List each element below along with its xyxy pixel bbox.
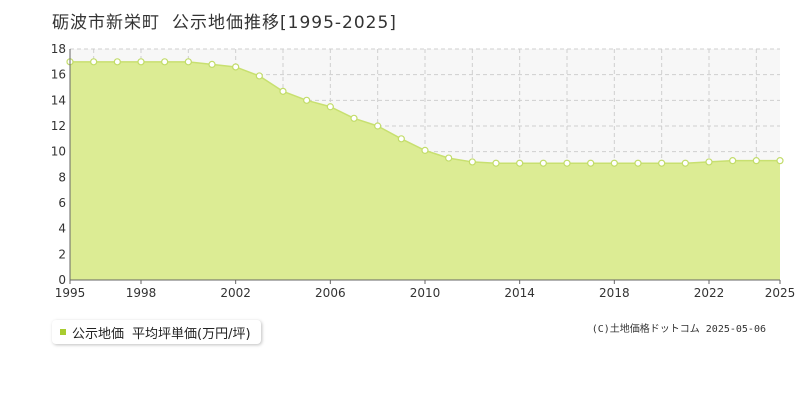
y-tick-label: 18 xyxy=(51,42,66,56)
chart-title: 砺波市新栄町 公示地価推移[1995-2025] xyxy=(52,8,397,33)
y-tick-label: 2 xyxy=(58,247,66,261)
x-tick-label: 2006 xyxy=(315,286,346,300)
legend-swatch xyxy=(60,329,66,335)
data-point xyxy=(232,63,240,71)
data-point xyxy=(468,158,476,166)
data-point xyxy=(610,159,618,167)
data-point xyxy=(634,159,642,167)
data-point xyxy=(752,157,760,165)
y-tick-label: 12 xyxy=(51,119,66,133)
data-point xyxy=(255,72,263,80)
data-point xyxy=(729,157,737,165)
data-point xyxy=(208,60,216,69)
series-area xyxy=(70,61,780,281)
y-tick-label: 10 xyxy=(51,145,66,159)
y-tick-label: 16 xyxy=(51,68,66,82)
data-point xyxy=(563,159,571,167)
data-point xyxy=(681,159,689,167)
y-tick-label: 6 xyxy=(58,196,66,210)
data-point xyxy=(350,114,358,122)
y-tick-label: 14 xyxy=(51,93,66,107)
data-point xyxy=(161,58,169,66)
data-point xyxy=(374,122,382,130)
data-point xyxy=(113,58,121,66)
data-point xyxy=(658,159,666,167)
legend-series-label: 公示地価 xyxy=(72,326,125,342)
x-tick-label: 2014 xyxy=(504,286,535,300)
x-tick-label: 2025 xyxy=(765,286,796,300)
data-point xyxy=(90,58,98,66)
y-tick-label: 0 xyxy=(58,273,66,287)
x-tick-label: 1995 xyxy=(55,286,86,300)
data-point xyxy=(303,96,311,104)
title-location: 砺波市新栄町 xyxy=(52,13,160,33)
x-tick-label: 2002 xyxy=(220,286,251,300)
x-tick-label: 2010 xyxy=(410,286,441,300)
y-tick-label: 4 xyxy=(58,222,66,236)
data-point xyxy=(421,146,429,154)
data-point xyxy=(445,154,453,162)
data-point xyxy=(705,158,713,166)
data-point xyxy=(516,159,524,167)
x-tick-label: 2022 xyxy=(694,286,725,300)
x-tick-label: 1998 xyxy=(126,286,157,300)
data-point xyxy=(492,159,500,167)
data-point xyxy=(184,58,192,66)
data-point xyxy=(587,159,595,167)
copyright: (C)土地価格ドットコム 2025-05-06 xyxy=(591,324,766,335)
x-tick-label: 2018 xyxy=(599,286,630,300)
y-tick-label: 8 xyxy=(58,170,66,184)
data-point xyxy=(539,159,547,167)
data-point xyxy=(279,87,287,95)
data-point xyxy=(776,157,784,165)
data-point xyxy=(137,58,145,66)
legend-unit-label: 平均坪単価(万円/坪) xyxy=(132,326,251,342)
title-subject: 公示地価推移[1995-2025] xyxy=(172,13,397,33)
legend: 公示地価 平均坪単価(万円/坪) xyxy=(52,320,261,344)
data-point xyxy=(326,103,334,111)
data-point xyxy=(397,135,405,143)
